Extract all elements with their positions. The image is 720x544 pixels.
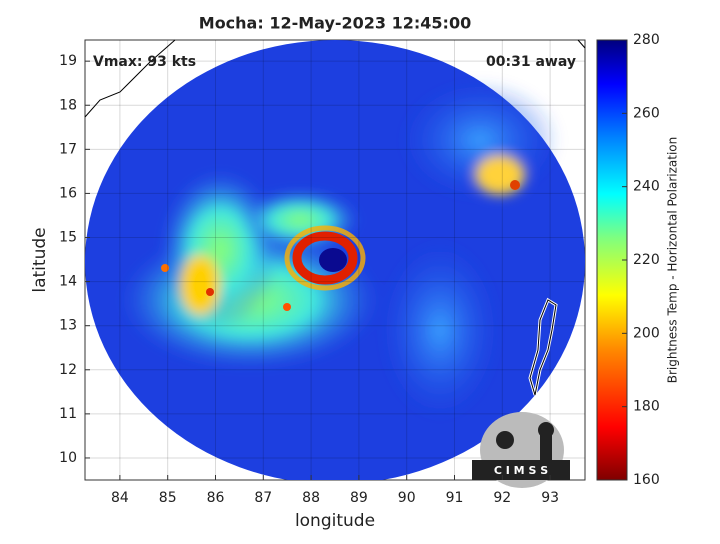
colorbar-tick-label: 240 [633,179,660,195]
coastline [577,39,586,49]
colorbar-label: Brightness Temp - Horizontal Polarizatio… [666,137,680,384]
colorbar-tick-label: 220 [633,252,660,268]
colorbar-tick-label: 260 [633,105,660,121]
annotation: Vmax: 93 kts [93,54,196,70]
y-tick-label: 14 [59,274,77,290]
x-tick-label: 89 [350,490,368,506]
colorbar-tick-label: 280 [633,32,660,48]
coastline [529,299,557,396]
y-tick-label: 19 [59,53,77,69]
x-tick-label: 92 [493,490,511,506]
x-tick-label: 88 [302,490,320,506]
swath-image [85,40,585,480]
colorbar-tick-label: 200 [633,325,660,341]
y-tick-label: 15 [59,230,77,246]
y-tick-label: 16 [59,185,77,201]
coastline [84,39,176,118]
x-tick-label: 86 [207,490,225,506]
x-tick-label: 87 [254,490,272,506]
x-tick-label: 91 [446,490,464,506]
colorbar-tick-label: 160 [633,472,660,488]
colorbar-tick-label: 180 [633,399,660,415]
x-tick-label: 90 [398,490,416,506]
y-tick-label: 18 [59,97,77,113]
y-tick-label: 12 [59,362,77,378]
y-tick-label: 11 [59,406,77,422]
logo-text: C I M S S [494,464,548,477]
y-tick-label: 10 [59,450,77,466]
x-tick-label: 84 [111,490,129,506]
x-axis-label: longitude [295,511,375,531]
x-tick-label: 85 [159,490,177,506]
chart-title: Mocha: 12-May-2023 12:45:00 [199,14,471,33]
x-tick-label: 93 [541,490,559,506]
annotation: 00:31 away [486,54,576,70]
grid [85,40,585,480]
y-tick-label: 13 [59,318,77,334]
y-axis-label: latitude [30,227,50,292]
y-tick-label: 17 [59,141,77,157]
logo: C I M S S [472,412,570,488]
